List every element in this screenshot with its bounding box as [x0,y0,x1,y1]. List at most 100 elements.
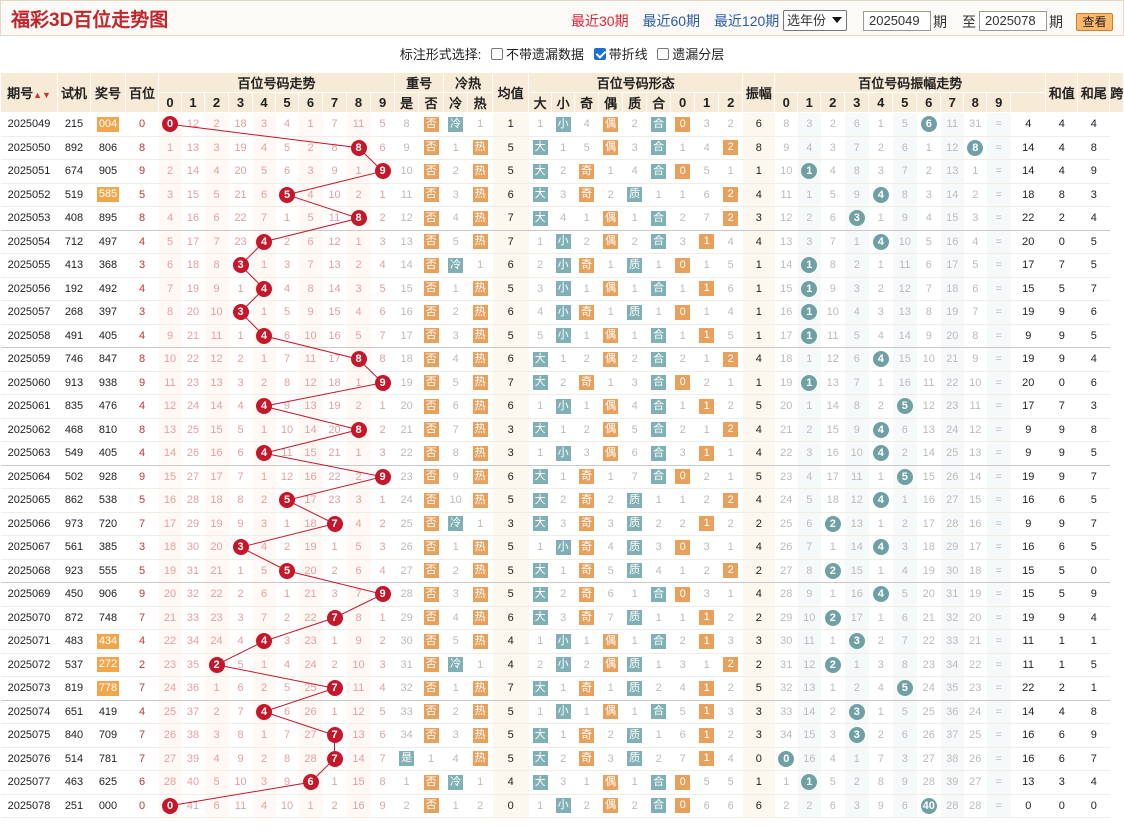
cell-value: 3 [829,729,836,742]
trend-cell: 1 [252,253,276,278]
form-cell: 3 [551,606,575,630]
cell-value: 4 [452,611,459,624]
checkbox-no-missing[interactable] [490,48,503,60]
cell-value: 2 [806,799,813,812]
cell-value: 11 [969,400,981,413]
amp-digit-9: 9 [986,92,1012,113]
cell-value: 7 [901,635,908,648]
trend-cell: 2 [322,794,347,818]
cell-value: 41 [186,799,200,812]
amp-trend-cell: 6 [963,277,987,301]
view-button[interactable]: 查看 [1076,13,1113,31]
cell-value: 14 [186,165,200,178]
recent-30-link[interactable]: 最近30期 [571,13,629,29]
cell-value: 10 [304,329,317,342]
amp-trend-cell: 10 [916,347,941,372]
to-issue-input[interactable]: 2025078 [979,11,1047,31]
cell-value: 35 [946,682,959,695]
amp-trend-cell: 24 [916,676,941,701]
checkbox-polyline[interactable] [593,48,606,60]
cell-value: 否 [423,657,439,673]
trend-cell: 1 [204,676,229,701]
form-cell: 2 [670,512,695,536]
span-cell: 1 [1077,629,1110,654]
form-cell: 合 [646,394,671,419]
checkbox-layered[interactable] [657,48,670,60]
hundreds-cell: 9 [125,582,159,607]
amp-trend-cell: 12 [892,277,917,301]
hotcold-cell: 3 [443,582,468,607]
amp-trend-cell: 12 [916,394,941,419]
cell-value: 9 [806,588,813,601]
form-cell: 3 [670,653,695,677]
cell-value: 9 [283,400,291,413]
hotcold-cell: 热 [467,371,493,395]
trend-cell: 22 [298,606,323,630]
trend-cell: 25 [181,418,205,442]
test-cell: 468 [57,418,91,442]
amp-trend-cell: 7 [820,230,845,254]
year-select[interactable]: 选年份 [783,10,847,31]
cell-value: 0 [507,799,514,812]
amp-cell: 8 [742,136,775,160]
hotcold-cell: 3 [443,324,468,348]
cell-value: 6 [806,517,813,530]
repeat-cell: 28 [394,582,419,607]
cell-value: 476 [98,400,118,413]
cell-value: 6 [166,259,174,272]
cell-value: 1 [607,306,614,319]
trend-cell: 2 [228,347,253,372]
hotcold-cell: 热 [467,277,493,301]
trend-cell: 15 [322,300,347,325]
cell-value: 31 [780,658,793,671]
cell-value: 22 [400,447,413,460]
recent-60-link[interactable]: 最近60期 [642,13,701,29]
hotcold-cell: 1 [467,512,493,536]
sum-cell: 11 [1010,629,1046,654]
amp-trend-cell: 9 [892,770,917,795]
recent-120-link[interactable]: 最近120期 [713,13,780,29]
trend-cell: 24 [204,629,229,654]
repeat-cell: 20 [394,394,419,419]
trend-cell: 9 [275,770,299,795]
cell-value: 5 [452,635,459,648]
form-cell: 2 [622,112,647,137]
cell-value: 4 [1058,118,1065,131]
form-cell: 2 [646,512,671,536]
issue-cell: 2025067 [0,535,58,560]
trend-cell: 1 [228,559,253,583]
cell-value: 12 [400,212,413,225]
cell-value: 16 [352,799,365,812]
cell-value: 872 [64,611,84,624]
trend-cell: 2 [346,253,371,278]
cell-value: 18 [163,541,177,554]
cell-value: 4 [755,494,762,507]
cell-value: 12 [186,118,200,131]
cell-value: 4 [260,141,268,154]
span-header: 跨度 [1109,72,1124,113]
form-sub-4: 质 [622,92,648,113]
form-cell: 6 [718,277,743,301]
trend-cell: 7 [370,747,395,771]
hotcold-cell: 4 [443,606,468,630]
cell-value: 1 [699,281,715,297]
form-cell: 4 [646,559,671,583]
span-cell: 1 [1077,676,1110,701]
amp-digit-5: 5 [892,92,918,113]
cell-value: 27 [969,776,982,789]
cell-value: 热 [472,610,488,626]
trend-cell: 15 [298,441,323,466]
from-issue-input[interactable]: 2025049 [863,11,931,31]
cell-value: 17 [946,259,959,272]
cell-value: 1 [537,541,544,554]
amp-trend-cell: 5 [963,253,987,278]
cell-value: 1 [283,212,291,225]
form-cell: 2 [622,794,647,818]
cell-value: 9 [1090,588,1097,601]
cell-value: 8 [166,306,174,319]
repeat-cell: 是 [394,747,419,771]
amp-trend-cell: 6 [820,794,845,818]
sort-icon[interactable]: ▲▼ [33,90,51,100]
cell-value: 3 [307,165,314,178]
cell-value: 11 [164,376,176,389]
